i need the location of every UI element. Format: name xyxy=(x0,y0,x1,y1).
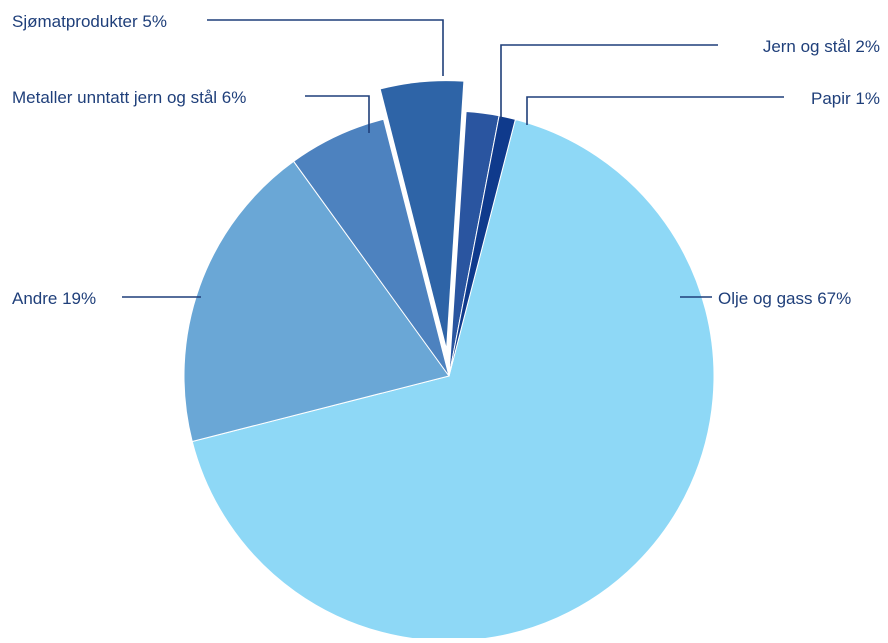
pie-slice-1 xyxy=(183,160,450,443)
pie-slice-5 xyxy=(448,115,516,377)
leader-line-3 xyxy=(207,19,444,76)
pie-slice-2 xyxy=(292,118,450,377)
slice-label-0: Olje og gass 67% xyxy=(718,289,851,308)
slices-layer xyxy=(183,81,715,642)
slice-label-4: Jern og stål 2% xyxy=(763,37,880,56)
pie-slice-3 xyxy=(380,81,464,347)
slice-label-2: Metaller unntatt jern og stål 6% xyxy=(12,88,246,107)
labels-layer: Olje og gass 67% Andre 19% Metaller unntat… xyxy=(12,12,880,308)
leader-line-5 xyxy=(526,96,784,125)
slice-label-1: Andre 19% xyxy=(12,289,96,308)
leaders-layer xyxy=(122,19,784,298)
leader-line-2 xyxy=(305,95,370,133)
leader-line-4 xyxy=(500,44,718,119)
slice-label-5: Papir 1% xyxy=(811,89,880,108)
pie-slice-0 xyxy=(191,118,715,642)
slice-label-3: Sjømatprodukter 5% xyxy=(12,12,167,31)
